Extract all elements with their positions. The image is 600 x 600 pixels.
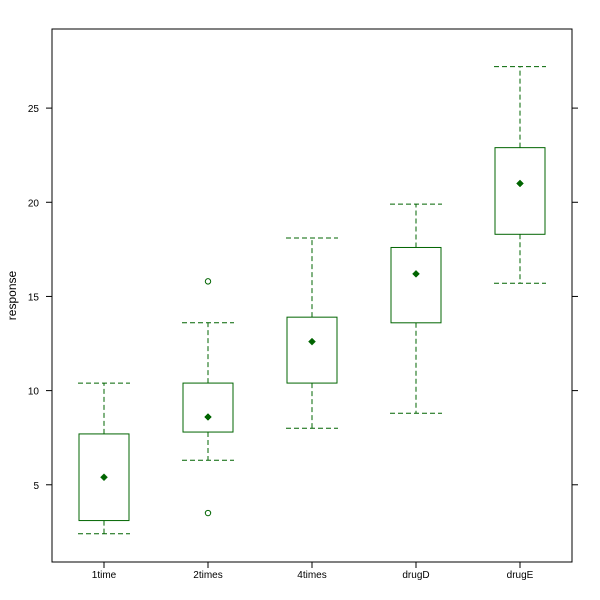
y-axis-right bbox=[572, 107, 578, 486]
outlier-point bbox=[204, 278, 212, 285]
y-tick-label: 10 bbox=[28, 387, 40, 398]
iqr-box bbox=[286, 316, 338, 384]
box-4times bbox=[286, 237, 338, 429]
x-tick-label: drugE bbox=[507, 570, 534, 581]
box-drugE bbox=[494, 66, 546, 284]
y-axis-title: response bbox=[5, 270, 19, 320]
box-2times bbox=[182, 278, 234, 517]
iqr-box bbox=[390, 246, 442, 324]
boxes-group bbox=[78, 66, 546, 535]
box-drugD bbox=[390, 203, 442, 414]
median-marker bbox=[516, 179, 524, 188]
outlier-point bbox=[204, 509, 212, 517]
median-marker bbox=[412, 269, 420, 278]
x-tick-label: 4times bbox=[297, 570, 326, 581]
x-tick-label: 1time bbox=[92, 570, 117, 581]
y-tick-label: 15 bbox=[28, 292, 40, 303]
median-marker bbox=[204, 413, 212, 421]
y-tick-label: 25 bbox=[28, 104, 40, 115]
median-marker bbox=[308, 337, 316, 346]
iqr-box bbox=[494, 147, 546, 235]
y-tick-label: 5 bbox=[33, 481, 39, 492]
x-tick-label: 2times bbox=[193, 570, 222, 581]
iqr-box bbox=[78, 433, 130, 522]
iqr-box bbox=[182, 382, 234, 433]
box-1time bbox=[78, 382, 130, 535]
y-tick-label: 20 bbox=[28, 198, 40, 209]
y-axis-left: 5 10 15 20 25 bbox=[28, 104, 52, 492]
x-axis: 1time 2times 4times drugD drugE bbox=[92, 562, 534, 581]
plot-area-frame bbox=[51, 28, 573, 563]
x-tick-label: drugD bbox=[402, 570, 429, 581]
median-marker bbox=[100, 473, 108, 482]
